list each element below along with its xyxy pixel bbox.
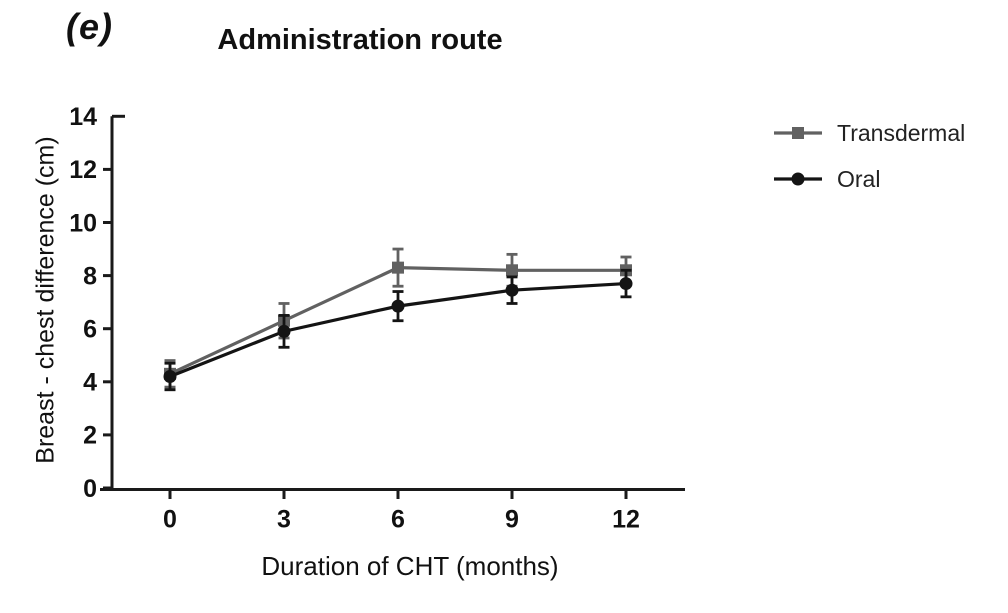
y-tick-label: 4: [83, 369, 97, 397]
legend-label: Oral: [837, 165, 881, 192]
y-tick-label: 14: [69, 103, 97, 131]
data-point-oral: [277, 324, 291, 338]
y-tick-label: 10: [69, 209, 97, 237]
x-tick-label: 9: [505, 506, 519, 534]
data-point-oral: [391, 299, 405, 313]
panel-label: (e): [66, 6, 113, 47]
y-tick-label: 0: [83, 475, 97, 503]
circle-marker-icon: [774, 172, 822, 186]
y-tick-label: 8: [83, 262, 97, 290]
x-tick-label: 3: [277, 506, 291, 534]
y-tick-label: 6: [83, 315, 97, 343]
data-point-transdermal: [392, 261, 404, 274]
chart-title: Administration route: [217, 24, 503, 56]
x-tick-label: 0: [163, 506, 177, 534]
x-tick-label: 6: [391, 506, 405, 534]
legend-label: Transdermal: [837, 119, 966, 146]
x-tick-label: 12: [612, 506, 640, 534]
legend-item-transdermal: Transdermal: [772, 118, 965, 148]
chart-legend: Transdermal Oral: [772, 118, 965, 194]
legend-item-oral: Oral: [772, 164, 965, 194]
data-point-transdermal: [506, 264, 518, 277]
y-tick-label: 2: [83, 422, 97, 450]
y-tick-label: 12: [69, 156, 97, 184]
data-point-oral: [619, 277, 633, 291]
data-point-oral: [163, 369, 177, 383]
x-axis-title: Duration of CHT (months): [261, 551, 559, 581]
square-marker-icon: [774, 127, 822, 139]
data-point-oral: [505, 283, 519, 297]
